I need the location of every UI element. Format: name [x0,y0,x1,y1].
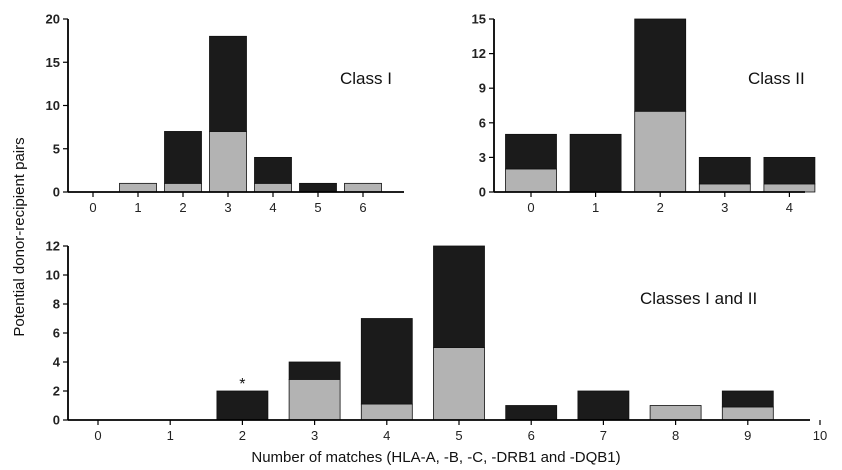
x-tick-label: 5 [455,428,462,443]
bar-subset [288,378,341,421]
bar-subset [433,347,485,421]
bar-remainder [288,361,341,380]
y-tick-label: 10 [46,98,60,113]
bar-subset [505,168,557,193]
x-tick-label: 1 [134,200,141,215]
y-tick-label: 6 [53,326,60,341]
x-tick-label: 5 [314,200,321,215]
bar-subset [763,183,816,193]
bar-remainder [505,133,557,170]
annotation-asterisk: * [239,376,245,393]
x-tick-label: 0 [527,200,534,215]
bar-remainder [721,390,774,408]
y-tick-label: 4 [53,355,61,370]
x-tick-label: 9 [744,428,751,443]
y-tick-label: 12 [46,239,60,254]
bar-subset [649,405,702,421]
bar-remainder [164,131,202,184]
x-tick-label: 2 [179,200,186,215]
bar-remainder [763,156,816,185]
x-tick-label: 2 [657,200,664,215]
y-tick-label: 15 [46,55,60,70]
x-tick-label: 3 [224,200,231,215]
bar-subset [634,110,687,193]
bar-subset [119,182,157,193]
bar-subset [721,406,774,421]
x-tick-label: 10 [813,428,827,443]
y-tick-label: 0 [53,185,60,200]
y-tick-label: 8 [53,297,60,312]
x-tick-label: 1 [592,200,599,215]
bar-remainder [577,390,630,421]
x-tick-label: 6 [528,428,535,443]
bar-remainder [360,318,413,405]
bar-remainder [209,35,247,132]
bar-remainder [299,182,337,193]
y-tick-label: 20 [46,12,60,27]
x-tick-label: 1 [167,428,174,443]
class-2-chart-title: Class II [748,69,805,88]
y-axis-title: Potential donor-recipient pairs [11,137,28,336]
x-tick-label: 0 [94,428,101,443]
y-tick-label: 15 [472,12,486,27]
bar-remainder [254,156,292,184]
y-tick-label: 12 [472,46,486,61]
x-axis-title: Number of matches (HLA-A, -B, -C, -DRB1 … [251,449,620,466]
x-tick-label: 8 [672,428,679,443]
x-tick-label: 3 [721,200,728,215]
x-tick-label: 0 [89,200,96,215]
classes-1-and-2-chart-title: Classes I and II [640,289,757,308]
x-tick-label: 7 [600,428,607,443]
bar-subset [344,182,382,193]
bar-subset [254,182,292,193]
x-tick-label: 4 [786,200,793,215]
x-tick-label: 2 [239,428,246,443]
bar-subset [698,183,751,193]
x-tick-label: 3 [311,428,318,443]
bar-subset [209,131,247,193]
y-tick-label: 10 [46,268,60,283]
y-tick-label: 9 [479,81,486,96]
y-tick-label: 2 [53,384,60,399]
bar-remainder [216,390,269,421]
y-tick-label: 3 [479,150,486,165]
y-tick-label: 0 [53,413,60,428]
y-tick-label: 5 [53,141,60,156]
bar-subset [164,182,202,193]
bar-remainder [634,18,687,112]
x-tick-label: 6 [359,200,366,215]
class-1-chart: Class I 0 5 10 15 20 0 1 2 3 4 5 6 [46,12,404,215]
bar-remainder [569,133,622,193]
x-tick-label: 4 [269,200,276,215]
x-tick-label: 4 [383,428,390,443]
bar-remainder [505,405,558,421]
y-tick-label: 0 [479,185,486,200]
y-tick-label: 6 [479,115,486,130]
class-1-chart-title: Class I [340,69,392,88]
bar-remainder [698,156,751,185]
bar-subset [360,403,413,421]
bar-remainder [433,245,485,348]
